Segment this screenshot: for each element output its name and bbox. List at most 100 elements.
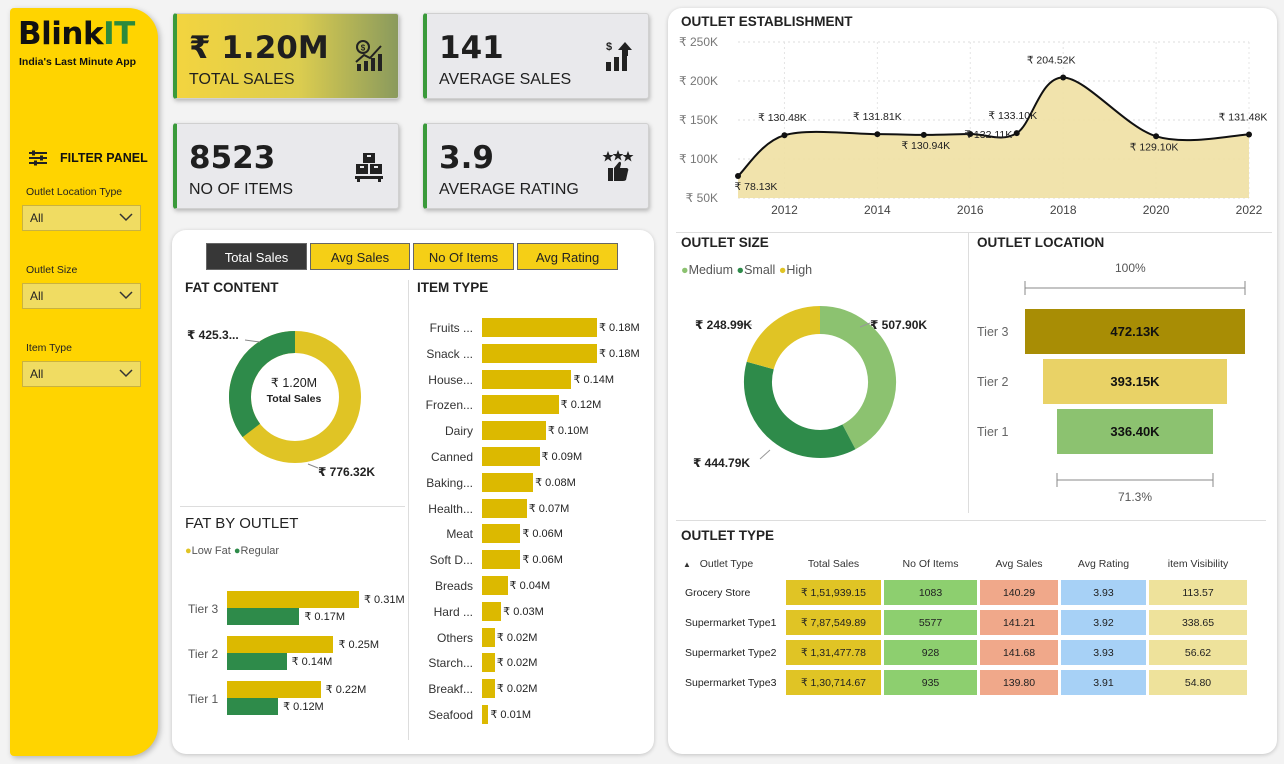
brand-tagline: India's Last Minute App	[19, 56, 137, 68]
tab-total-sales[interactable]: Total Sales	[206, 243, 307, 270]
fat-content-donut	[229, 331, 361, 469]
item-type-bar	[482, 369, 572, 389]
x-tick-label: 2018	[1050, 203, 1077, 217]
location-bar	[1043, 359, 1227, 404]
location-bottom-pct: 71.3%	[1118, 490, 1153, 504]
location-bar	[1025, 309, 1245, 354]
item-type-bar	[482, 679, 495, 699]
divider	[676, 520, 1266, 521]
item-type-bar	[482, 472, 534, 492]
item-type-bar	[482, 421, 546, 441]
tab-avg-rating[interactable]: Avg Rating	[517, 243, 618, 270]
brand-logo: BlinkIT	[18, 16, 135, 52]
filter-select-location[interactable]: All	[22, 205, 141, 231]
cell-outlet-type: Grocery Store	[685, 586, 751, 599]
kpi-value: 141	[439, 30, 504, 66]
data-label: ₹ 132.11K	[964, 129, 1012, 141]
kpi-label: AVERAGE RATING	[439, 181, 579, 198]
filter-select-size[interactable]: All	[22, 283, 141, 309]
leader-line	[859, 322, 871, 328]
kpi-total-sales: ₹ 1.20M TOTAL SALES $	[173, 13, 399, 99]
item-type-category-label: Hard ...	[433, 604, 473, 619]
growth-chart-icon: $	[606, 41, 632, 71]
item-type-bar	[482, 601, 502, 621]
fat-lowfat-bar	[227, 591, 359, 608]
y-tick-label: ₹ 200K	[679, 74, 718, 88]
fat-regular-bar	[227, 653, 287, 670]
leader-line	[734, 322, 753, 326]
cell-no-of-items: 928	[884, 640, 977, 665]
sort-up-icon[interactable]: ▲	[683, 560, 691, 569]
size-small-label: ₹ 444.79K	[693, 456, 751, 470]
fat-lowfat-bar	[227, 636, 334, 653]
column-header-avg-sales[interactable]: Avg Sales	[995, 558, 1043, 570]
data-label: ₹ 130.94K	[901, 140, 950, 152]
donut-center-value: ₹ 1.20M	[270, 376, 318, 390]
donut-slice-small	[744, 361, 856, 458]
fat-regular-data-label: ₹ 0.12M	[283, 701, 324, 713]
column-header-outlet-type[interactable]: ▲ Outlet Type	[683, 558, 754, 570]
cell-no-of-items: 1083	[884, 580, 977, 605]
item-type-category-label: Breakf...	[428, 682, 473, 697]
data-label: ₹ 129.10K	[1130, 141, 1179, 153]
item-type-category-label: Fruits ...	[429, 321, 473, 335]
kpi-label: NO OF ITEMS	[189, 181, 293, 198]
column-header-total-sales[interactable]: Total Sales	[807, 558, 860, 570]
filter-label-size: Outlet Size	[26, 264, 78, 276]
cell-total-sales: ₹ 1,31,477.78	[786, 640, 881, 665]
y-tick-label: ₹ 100K	[679, 152, 718, 166]
item-type-category-label: Breads	[434, 579, 473, 593]
leader-line	[759, 449, 771, 460]
y-tick-label: ₹ 150K	[679, 113, 718, 127]
tab-avg-sales[interactable]: Avg Sales	[310, 243, 410, 270]
x-tick-label: 2014	[864, 203, 891, 217]
item-type-bar	[482, 550, 521, 570]
filter-label-location: Outlet Location Type	[26, 186, 123, 198]
item-type-category-label: Seafood	[428, 708, 473, 722]
data-point	[967, 130, 974, 137]
location-top-pct: 100%	[1115, 261, 1146, 275]
outlet-type-title: OUTLET TYPE	[681, 528, 775, 543]
filter-label-item-type: Item Type	[26, 342, 72, 354]
svg-text:$: $	[606, 41, 612, 53]
item-type-bar	[482, 318, 597, 337]
filter-panel-title: FILTER PANEL	[28, 150, 148, 166]
fat-by-outlet-title: FAT BY OUTLET	[185, 515, 299, 532]
cell-avg-sales: 141.21	[980, 610, 1058, 635]
kpi-no-of-items: 8523 NO OF ITEMS	[173, 123, 399, 209]
item-type-category-label: House...	[428, 372, 473, 387]
tab-no-of-items[interactable]: No Of Items	[413, 243, 514, 270]
fat-lowfat-data-label: ₹ 0.25M	[338, 639, 380, 651]
fat-regular-label: ₹ 425.3...	[187, 328, 239, 342]
fat-regular-bar	[227, 608, 300, 625]
filter-select-item-type[interactable]: All	[22, 361, 141, 387]
outlet-size-legend: ●Medium ●Small ●High	[681, 263, 813, 277]
item-type-category-label: Others	[436, 630, 473, 645]
item-type-data-label: ₹ 0.04M	[509, 580, 551, 592]
item-type-data-label: ₹ 0.07M	[528, 502, 570, 515]
item-type-data-label: ₹ 0.08M	[535, 476, 576, 489]
column-header-no-of-items[interactable]: No Of Items	[902, 558, 959, 570]
kpi-average-sales: 141 AVERAGE SALES $	[423, 13, 649, 99]
y-tick-label: ₹ 50K	[686, 191, 718, 205]
fat-lowfat-data-label: ₹ 0.31M	[364, 594, 405, 606]
fat-lowfat-bar	[227, 681, 321, 698]
svg-text:$: $	[361, 44, 366, 53]
cell-outlet-type: Supermarket Type2	[685, 646, 777, 659]
item-type-category-label: Health...	[428, 501, 473, 516]
column-header-item-visibility[interactable]: item Visibility	[1167, 558, 1229, 570]
size-medium-label: ₹ 507.90K	[870, 318, 928, 332]
series-line	[737, 76, 1250, 177]
item-type-data-label: ₹ 0.18M	[599, 322, 640, 334]
donut-slice-regular	[229, 331, 296, 438]
column-header-avg-rating[interactable]: Avg Rating	[1077, 558, 1130, 570]
cell-outlet-type: Supermarket Type1	[685, 616, 777, 629]
fat-lowfat-data-label: ₹ 0.22M	[325, 684, 367, 696]
data-point	[1060, 74, 1067, 81]
item-type-category-label: Canned	[430, 450, 473, 464]
cell-no-of-items: 5577	[884, 610, 977, 635]
fat-regular-bar	[227, 698, 279, 715]
item-type-data-label: ₹ 0.02M	[496, 631, 538, 644]
item-type-category-label: Snack ...	[426, 346, 473, 361]
fat-by-outlet-legend: ●Low Fat ●Regular	[185, 545, 280, 557]
